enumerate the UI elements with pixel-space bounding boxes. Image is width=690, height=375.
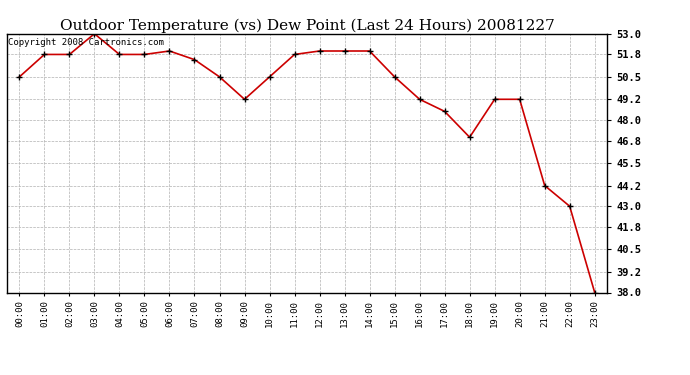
Text: Copyright 2008 Cartronics.com: Copyright 2008 Cartronics.com — [8, 38, 164, 46]
Title: Outdoor Temperature (vs) Dew Point (Last 24 Hours) 20081227: Outdoor Temperature (vs) Dew Point (Last… — [59, 18, 555, 33]
